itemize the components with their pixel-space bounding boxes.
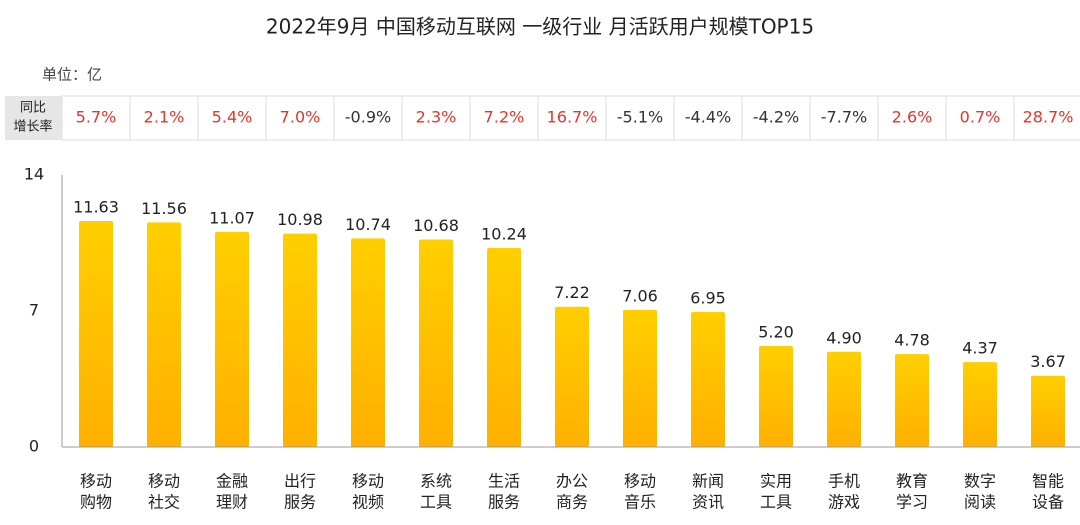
value-label: 11.63 — [73, 198, 119, 217]
value-label: 11.07 — [209, 208, 255, 227]
bar — [623, 309, 657, 447]
value-label: 4.90 — [826, 328, 862, 347]
x-tick-label: 游戏 — [828, 493, 860, 512]
value-label: 7.22 — [554, 283, 590, 302]
bar — [895, 354, 929, 447]
y-tick-label: 14 — [24, 165, 44, 184]
growth-value: 2.6% — [892, 108, 933, 127]
x-tick-label: 金融 — [216, 472, 248, 491]
x-tick-label: 设备 — [1032, 493, 1064, 512]
value-label: 10.68 — [413, 216, 459, 235]
x-tick-label: 商务 — [556, 493, 588, 512]
value-label: 7.06 — [622, 286, 658, 305]
chart-title: 2022年9月 中国移动互联网 一级行业 月活跃用户规模TOP15 — [266, 15, 814, 39]
x-tick-label: 实用 — [760, 472, 792, 491]
x-tick-label: 工具 — [420, 493, 452, 512]
growth-value: -0.9% — [345, 108, 391, 127]
value-label: 3.67 — [1030, 352, 1066, 371]
x-tick-label: 出行 — [284, 472, 316, 491]
value-label: 11.56 — [141, 199, 187, 218]
value-label: 10.74 — [345, 215, 391, 234]
x-tick-label: 社交 — [148, 493, 180, 512]
growth-header: 同比 — [20, 101, 46, 116]
x-tick-label: 办公 — [556, 472, 588, 491]
bar — [283, 233, 317, 447]
bar — [759, 345, 793, 447]
x-tick-label: 理财 — [216, 493, 248, 512]
value-label: 4.78 — [894, 331, 930, 350]
growth-header-bg — [5, 96, 62, 140]
bar — [79, 221, 113, 447]
growth-value: 2.1% — [144, 108, 185, 127]
x-tick-label: 资讯 — [692, 493, 724, 512]
value-label: 10.98 — [277, 210, 323, 229]
growth-value: -5.1% — [617, 108, 663, 127]
bar — [555, 306, 589, 447]
x-tick-label: 智能 — [1032, 472, 1064, 491]
bar — [827, 351, 861, 447]
growth-value: 16.7% — [547, 108, 598, 127]
x-tick-label: 移动 — [148, 472, 180, 491]
x-tick-label: 服务 — [488, 493, 520, 512]
x-tick-label: 服务 — [284, 493, 316, 512]
x-tick-label: 音乐 — [624, 493, 656, 512]
x-tick-label: 新闻 — [692, 472, 724, 491]
x-tick-label: 学习 — [896, 493, 928, 512]
growth-value: 7.0% — [280, 108, 321, 127]
bar — [487, 248, 521, 447]
bar — [351, 238, 385, 447]
growth-value: 2.3% — [416, 108, 457, 127]
bar — [963, 362, 997, 447]
growth-value: 5.4% — [212, 108, 253, 127]
x-tick-label: 移动 — [80, 472, 112, 491]
x-tick-label: 阅读 — [964, 493, 996, 512]
growth-cell — [1013, 95, 1080, 141]
growth-value: -4.2% — [753, 108, 799, 127]
value-label: 5.20 — [758, 322, 794, 341]
unit-label: 单位：亿 — [42, 66, 102, 84]
growth-value: 7.2% — [484, 108, 525, 127]
x-tick-label: 系统 — [420, 472, 452, 491]
y-tick-label: 7 — [29, 301, 39, 320]
growth-value: 5.7% — [76, 108, 117, 127]
value-label: 10.24 — [481, 225, 527, 244]
bar — [419, 239, 453, 447]
bar — [1031, 375, 1065, 447]
growth-value: -4.4% — [685, 108, 731, 127]
growth-header: 增长率 — [13, 119, 52, 135]
bar — [147, 222, 181, 447]
growth-value: 28.7% — [1023, 108, 1074, 127]
x-tick-label: 手机 — [828, 472, 860, 491]
bar — [691, 311, 725, 447]
value-label: 4.37 — [962, 339, 998, 358]
x-tick-label: 生活 — [488, 472, 520, 491]
x-tick-label: 数字 — [964, 472, 996, 491]
bar — [215, 231, 249, 447]
x-tick-label: 移动 — [624, 472, 656, 491]
y-tick-label: 0 — [29, 437, 39, 456]
growth-value: -7.7% — [821, 108, 867, 127]
x-tick-label: 移动 — [352, 472, 384, 491]
x-tick-label: 教育 — [896, 472, 928, 491]
x-tick-label: 购物 — [80, 493, 112, 512]
x-tick-label: 视频 — [352, 493, 384, 512]
value-label: 6.95 — [690, 288, 726, 307]
growth-value: 0.7% — [960, 108, 1001, 127]
x-tick-label: 工具 — [760, 493, 792, 512]
